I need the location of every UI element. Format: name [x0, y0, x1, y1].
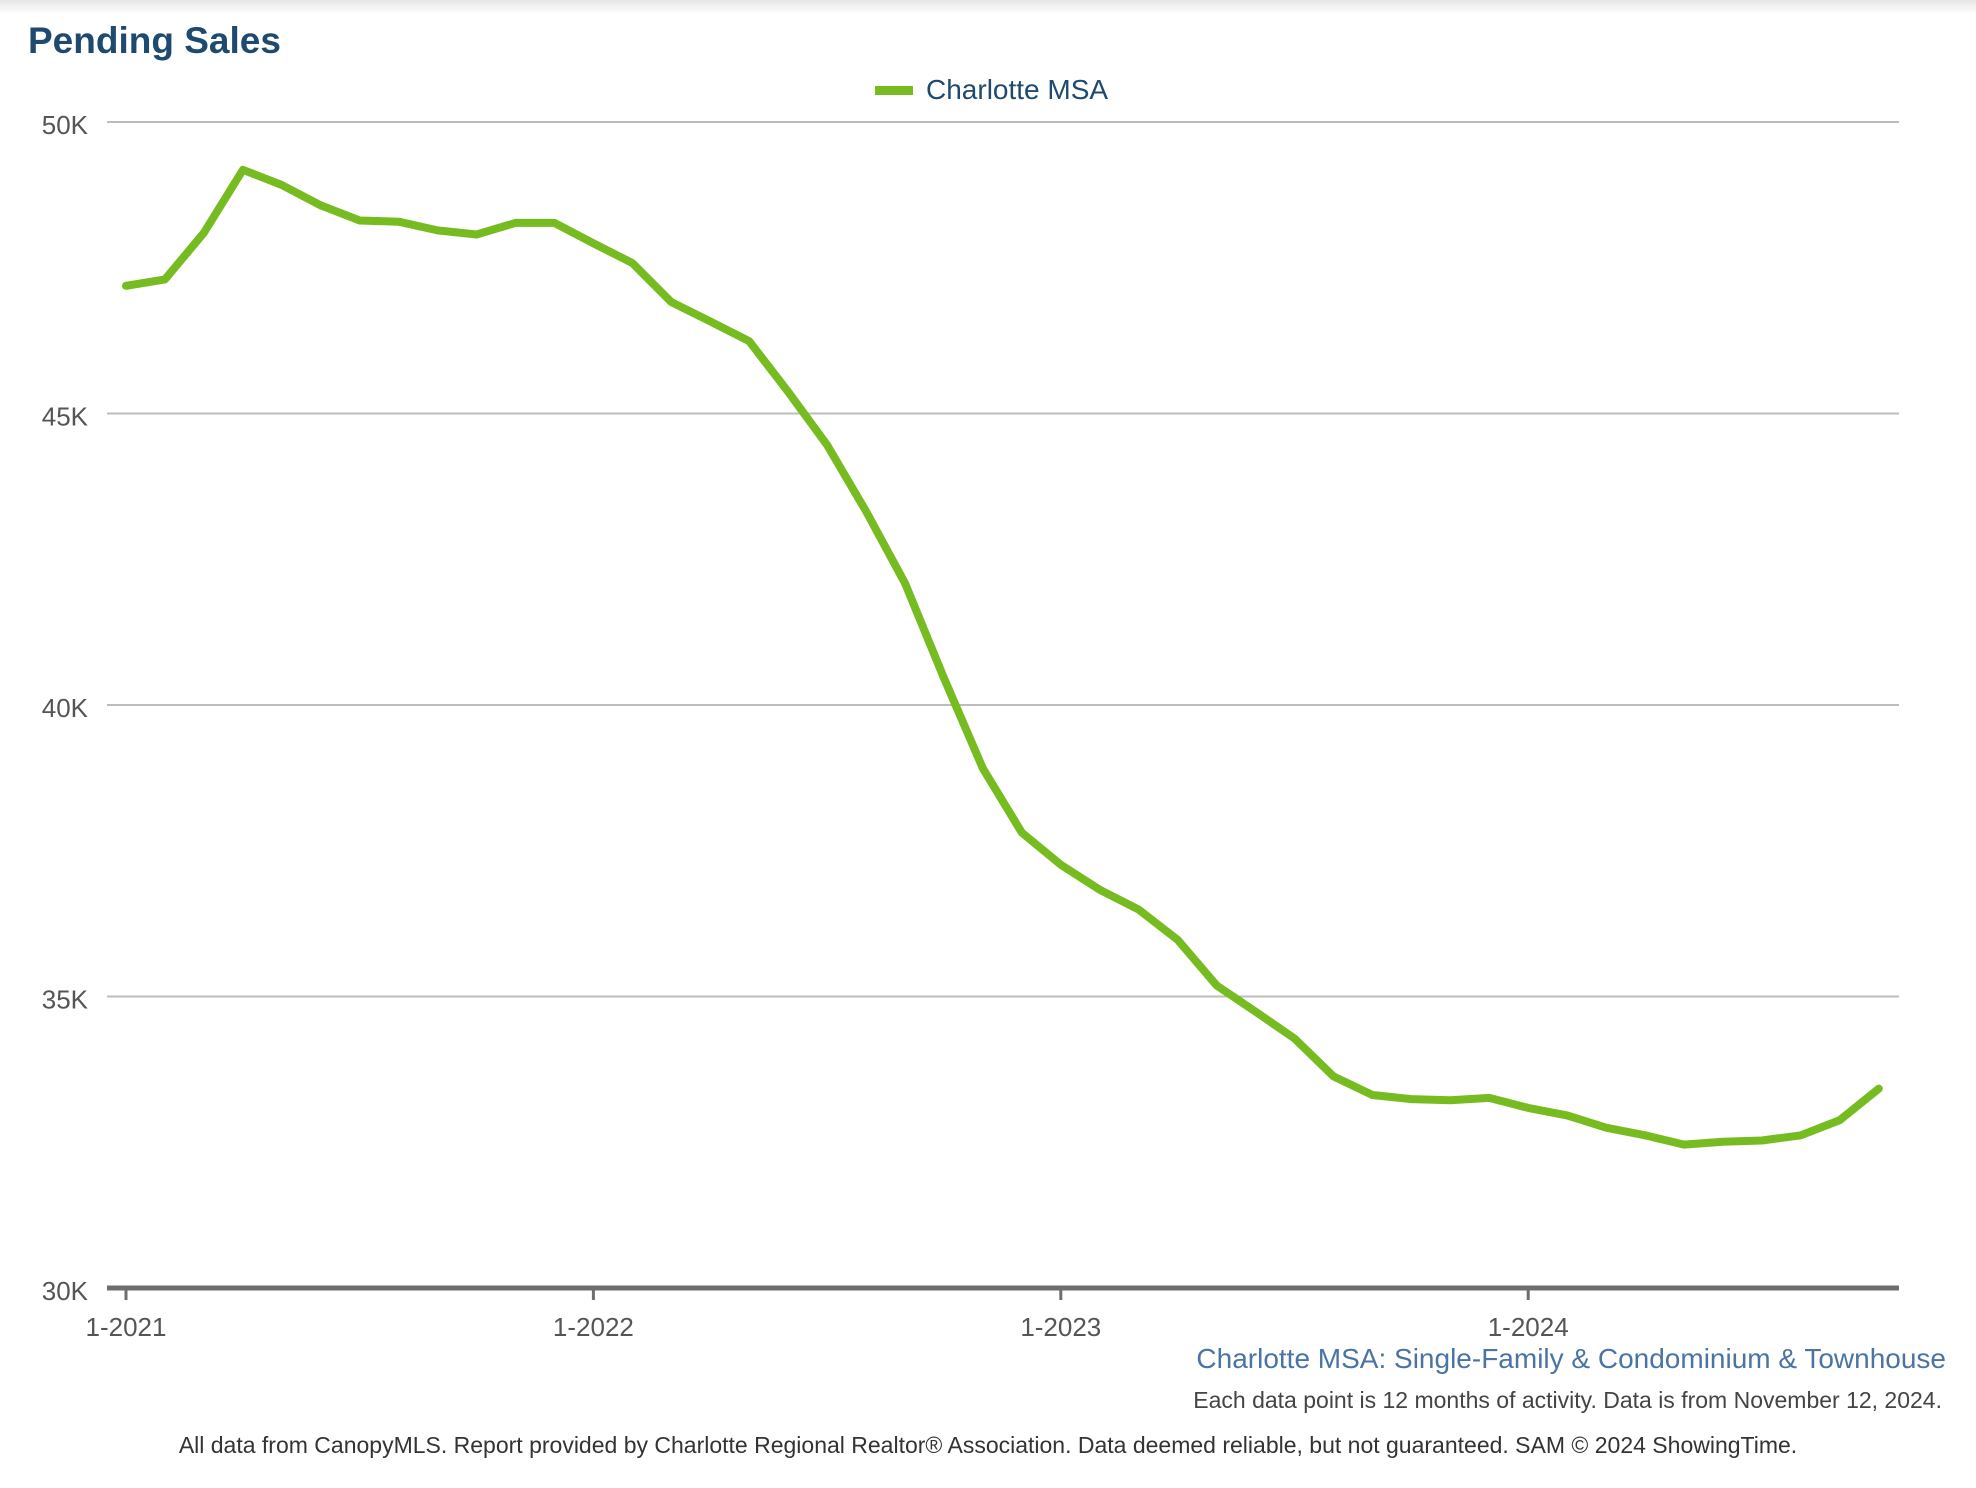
x-tick-label: 1-2022	[553, 1312, 634, 1342]
series-line-charlotte-msa	[122, 165, 1883, 1149]
credit-line: All data from CanopyMLS. Report provided…	[178, 1432, 1798, 1458]
chart-subtitle: Charlotte MSA: Single-Family & Condomini…	[1196, 1343, 1946, 1374]
y-tick-label: 35K	[42, 985, 89, 1015]
x-tick-label: 1-2024	[1488, 1312, 1569, 1342]
chart-title: Pending Sales	[28, 20, 281, 61]
data-note: Each data point is 12 months of activity…	[1193, 1387, 1942, 1413]
y-tick-label: 40K	[42, 693, 89, 723]
top-shadow	[0, 0, 1976, 14]
y-tick-label: 50K	[42, 110, 89, 140]
x-tick-label: 1-2023	[1020, 1312, 1101, 1342]
legend-label: Charlotte MSA	[926, 74, 1109, 105]
x-tick-label: 1-2021	[86, 1312, 167, 1342]
y-tick-label: 45K	[42, 402, 89, 432]
y-tick-label: 30K	[42, 1276, 89, 1306]
legend-swatch	[875, 85, 913, 95]
legend[interactable]: Charlotte MSA	[875, 74, 1108, 106]
